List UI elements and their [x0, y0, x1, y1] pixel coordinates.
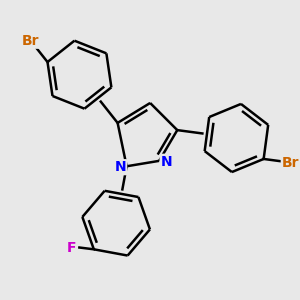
- Text: N: N: [160, 155, 172, 169]
- Text: Br: Br: [282, 155, 299, 170]
- Text: Br: Br: [22, 34, 39, 48]
- Text: F: F: [67, 241, 76, 254]
- Text: N: N: [115, 160, 126, 174]
